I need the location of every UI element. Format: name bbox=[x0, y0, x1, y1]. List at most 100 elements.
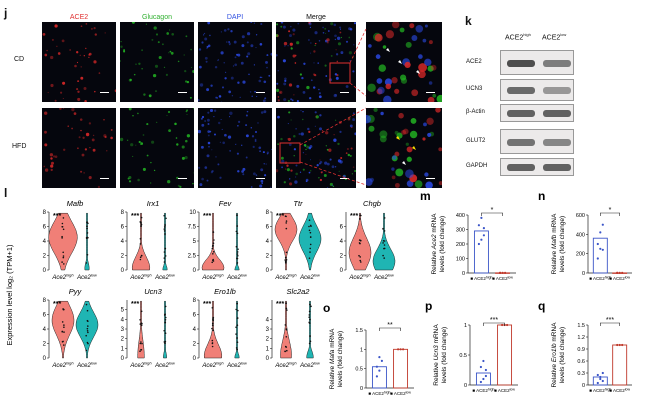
violin-point bbox=[213, 239, 215, 241]
blot-col-ace2-high-base: ACE2 bbox=[505, 34, 524, 42]
violin-tick-label: 0 bbox=[43, 268, 47, 274]
bar-panel-n: n Relative Mafb mRNA levels (fold change) 0… bbox=[538, 189, 632, 281]
violin-point bbox=[285, 215, 287, 218]
violin-point bbox=[236, 302, 238, 305]
blot-band bbox=[543, 59, 571, 67]
significance-bracket bbox=[600, 322, 620, 326]
channel-header-glucagon: Glucagon bbox=[142, 14, 172, 21]
panel-label-o: o bbox=[323, 301, 330, 315]
violin-point bbox=[164, 332, 167, 335]
violin-point bbox=[308, 322, 311, 324]
violin-title: Ttr bbox=[293, 199, 303, 208]
bar-ylabel-2: levels (fold change) bbox=[559, 327, 566, 383]
violin-point bbox=[308, 219, 311, 221]
violin-point bbox=[235, 347, 238, 349]
blot-band bbox=[507, 87, 535, 94]
blot-strip-2 bbox=[500, 104, 574, 122]
bar-tick-label: 0.3 bbox=[577, 371, 585, 377]
significance-stars: *** bbox=[606, 317, 614, 324]
violin-point bbox=[139, 221, 142, 223]
bar-ylabel-2: levels (fold change) bbox=[559, 216, 566, 272]
scale-bar bbox=[178, 92, 187, 93]
violin-group-label: Ace2low bbox=[226, 361, 248, 370]
violin-point bbox=[235, 230, 238, 233]
violin-point bbox=[285, 227, 288, 230]
violin-significance: *** bbox=[203, 213, 211, 220]
blot-band bbox=[507, 110, 535, 117]
violin-ace2-low bbox=[298, 212, 322, 271]
significance-bracket bbox=[481, 212, 503, 216]
micrograph-merge-cd bbox=[276, 22, 356, 102]
bar-point bbox=[618, 343, 621, 347]
violin-point bbox=[212, 329, 214, 332]
violin-point bbox=[212, 318, 214, 321]
violin-point bbox=[382, 242, 384, 244]
violin-point bbox=[164, 321, 166, 324]
violin-group-label: Ace2low bbox=[299, 273, 321, 282]
violin-point bbox=[139, 319, 141, 321]
scale-bar bbox=[256, 178, 265, 179]
violin-group-label: Ace2high bbox=[51, 273, 74, 282]
violin-point bbox=[62, 255, 65, 257]
violin-point bbox=[212, 260, 215, 262]
violin-point bbox=[163, 230, 166, 232]
channel-header-ace2: ACE2 bbox=[69, 14, 89, 21]
violin-point bbox=[163, 261, 166, 263]
violin-point bbox=[61, 235, 63, 238]
violin-title: Ero1lb bbox=[214, 287, 236, 296]
violin-point bbox=[141, 342, 143, 345]
micrograph-texture bbox=[198, 22, 272, 102]
violin-point bbox=[212, 316, 215, 319]
violin-tick-label: 6 bbox=[43, 225, 47, 231]
violin-ace2-high bbox=[51, 300, 75, 359]
violin-group-label: Ace2high bbox=[129, 273, 152, 282]
bar-panel-p: p Relative Ucn3 mRNA levels (fold change) 0… bbox=[425, 299, 518, 393]
violin-point bbox=[140, 322, 143, 325]
bar-x-label: ■ ACE2high bbox=[589, 388, 611, 394]
blot-col-ace2-low-sup: low bbox=[560, 32, 567, 37]
violin-point bbox=[285, 251, 288, 254]
bar-tick-label: 0 bbox=[360, 386, 363, 392]
scale-bar bbox=[340, 178, 349, 179]
violin-point bbox=[284, 259, 286, 261]
violin-point bbox=[285, 336, 288, 338]
panel-label-p: p bbox=[425, 299, 432, 313]
violin-point bbox=[61, 341, 64, 343]
violin-point bbox=[309, 231, 312, 234]
violin-ace2-low bbox=[75, 300, 99, 359]
violin-ace2-high bbox=[48, 212, 78, 271]
channel-header-dapi: DAPI bbox=[226, 14, 244, 21]
violin-ylabel: Expression level log₂ (TPM+1) bbox=[5, 244, 14, 346]
zoom-inset-hfd bbox=[366, 108, 442, 188]
violin-point bbox=[285, 222, 288, 224]
micrograph-texture bbox=[198, 108, 272, 188]
bar-point bbox=[380, 359, 383, 362]
bar-ylabel-2: levels (fold change) bbox=[439, 216, 446, 272]
violin-point bbox=[140, 225, 142, 227]
violin-point bbox=[140, 341, 142, 343]
violin-point bbox=[86, 232, 89, 234]
violin-point bbox=[236, 232, 239, 235]
violin-tick-label: 0 bbox=[340, 268, 344, 274]
bar-point bbox=[621, 343, 624, 347]
violin-point bbox=[62, 228, 65, 231]
violin-tick-label: 4 bbox=[266, 239, 270, 245]
bar-point bbox=[482, 377, 485, 381]
violin-tick-label: 2 bbox=[43, 342, 47, 348]
violin-tick-label: 5 bbox=[193, 239, 197, 245]
bar-point bbox=[599, 377, 602, 381]
violin-ace2-low bbox=[372, 212, 396, 271]
bar-point bbox=[596, 373, 599, 377]
bar-x-label: ■ ACE2low bbox=[390, 391, 411, 397]
blot-band bbox=[543, 164, 571, 171]
violin-title: Chgb bbox=[363, 199, 381, 208]
violin-tick-label: 0 bbox=[193, 356, 197, 362]
violin-tick-label: 2 bbox=[43, 254, 47, 260]
violin-group-label: Ace2high bbox=[274, 361, 297, 370]
violin-point bbox=[87, 342, 89, 345]
violin-point bbox=[236, 262, 239, 264]
violin-point bbox=[163, 251, 166, 253]
violin-tick-label: 8 bbox=[193, 298, 197, 304]
violin-point bbox=[164, 305, 167, 308]
